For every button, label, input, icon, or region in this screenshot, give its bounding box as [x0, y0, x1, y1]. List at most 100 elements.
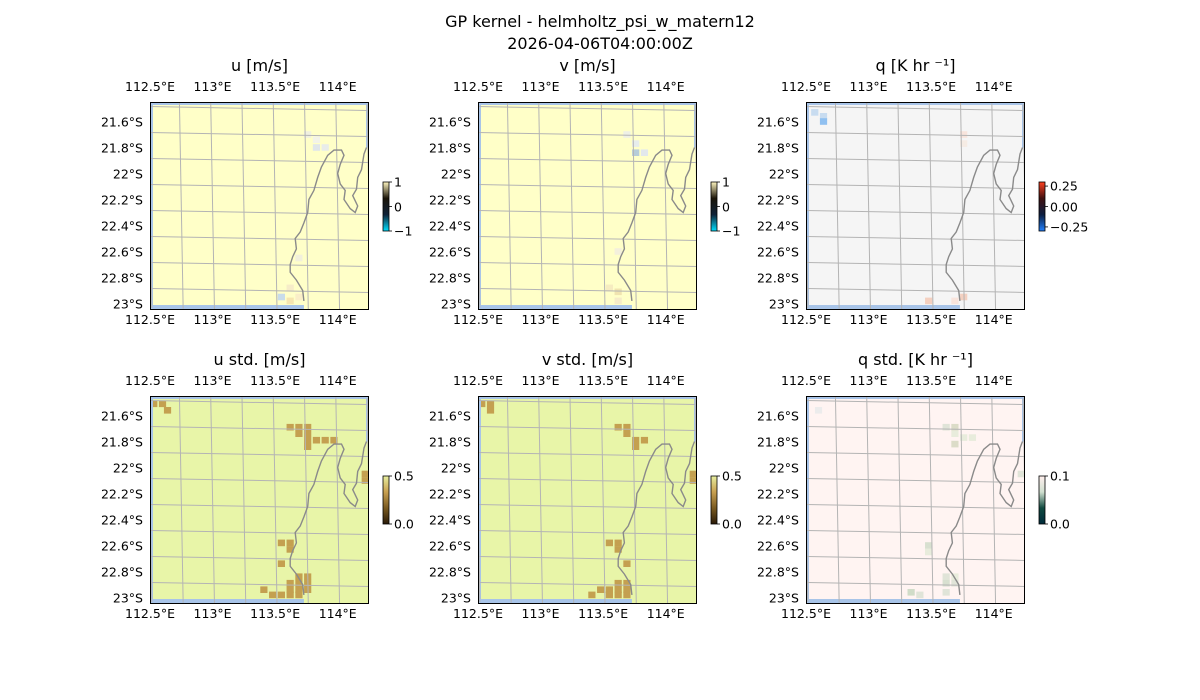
parallel-line	[806, 210, 1025, 215]
colorbar-tick-label: 0.0	[394, 516, 414, 532]
heatmap-cell	[304, 443, 312, 450]
field-background	[478, 102, 697, 310]
parallel-line	[151, 556, 369, 561]
meridian-line	[866, 102, 871, 310]
heatmap-cell	[951, 440, 959, 448]
parallel-line	[478, 478, 697, 483]
meridian-line	[991, 103, 997, 310]
parallel-line	[806, 132, 1024, 137]
meridian-line	[960, 396, 965, 604]
x-tick-label: 114°E	[646, 373, 685, 388]
x-tick-label: 113°E	[521, 79, 560, 94]
colorbar-tick-label: 0.00	[1050, 199, 1078, 214]
ocean-strip	[150, 102, 369, 105]
x-tick-label: 112.5°E	[453, 79, 503, 94]
meridian-line	[150, 470, 153, 603]
heatmap-cell	[819, 113, 828, 120]
colorbar	[1038, 475, 1048, 525]
heatmap-cell	[286, 591, 294, 599]
colorbar	[710, 475, 720, 525]
heatmap-cell	[942, 423, 950, 431]
heatmap-cell	[623, 131, 631, 138]
heatmap-cell	[277, 539, 285, 547]
ocean-strip	[478, 396, 481, 604]
x-tick-label: 113°E	[521, 312, 560, 327]
coastline	[617, 147, 696, 301]
y-tick-label: 22°S	[440, 166, 471, 181]
x-tick-label: 112.5°E	[125, 606, 175, 621]
y-tick-label: 21.6°S	[428, 408, 471, 423]
x-tick-label: 113.5°E	[906, 79, 957, 94]
x-tick-label: 112.5°E	[781, 312, 831, 327]
parallel-line	[806, 504, 1025, 509]
y-tick-label: 22.6°S	[756, 538, 799, 553]
meridian-line	[366, 103, 369, 236]
meridian-line	[304, 396, 309, 604]
meridian-line	[569, 396, 575, 604]
heatmap-cell	[312, 144, 321, 151]
ocean-strip	[478, 102, 697, 105]
heatmap-cell	[277, 591, 285, 599]
field-background	[478, 396, 697, 604]
axes-frame	[806, 396, 1025, 604]
meridian-line	[478, 470, 481, 603]
y-tick-label: 22.8°S	[756, 270, 799, 285]
parallel-line	[151, 582, 369, 587]
parallel-line	[478, 236, 697, 241]
y-tick-label: 23°S	[440, 590, 471, 605]
ocean-strip	[150, 396, 153, 604]
parallel-line	[478, 400, 696, 405]
axes-frame	[150, 396, 369, 604]
y-tick-label: 21.6°S	[100, 114, 143, 129]
heatmap-cell	[150, 400, 158, 408]
heatmap-cell	[605, 284, 613, 292]
meridian-line	[178, 102, 184, 309]
ocean-strip	[806, 102, 1025, 105]
x-tick-label: 114°E	[318, 606, 357, 621]
colorbar	[382, 181, 392, 232]
parallel-line	[478, 184, 697, 189]
y-tick-label: 21.6°S	[100, 408, 143, 423]
colorbar-tick-label: 0	[722, 199, 730, 214]
heatmap-cell	[819, 118, 828, 125]
parallel-line	[150, 530, 369, 535]
heatmap-cell	[277, 293, 285, 301]
heatmap-cell	[951, 297, 959, 305]
colorbar-tick-label: −1	[722, 223, 741, 239]
colorbar-tick-label: 0.0	[1050, 516, 1070, 532]
meridian-line	[150, 176, 153, 309]
x-tick-label: 114°E	[646, 79, 685, 94]
y-tick-label: 22.6°S	[100, 244, 143, 259]
y-tick-label: 22°S	[440, 460, 471, 475]
heatmap-cell	[597, 586, 605, 593]
y-tick-label: 21.8°S	[428, 434, 471, 449]
parallel-line	[151, 288, 369, 293]
heatmap-cell	[614, 579, 622, 587]
parallel-line	[150, 158, 369, 163]
parallel-line	[807, 556, 1025, 561]
x-tick-label: 112.5°E	[453, 606, 503, 621]
heatmap-cell	[321, 144, 329, 151]
x-tick-label: 114°E	[974, 79, 1013, 94]
x-tick-label: 114°E	[318, 312, 357, 327]
colorbar	[710, 181, 720, 232]
meridian-line	[663, 397, 669, 604]
parallel-line	[150, 400, 368, 405]
x-tick-label: 113.5°E	[578, 373, 629, 388]
ocean-strip	[478, 305, 632, 310]
heatmap-cell	[907, 589, 915, 596]
parallel-line	[150, 478, 369, 483]
y-tick-label: 22.8°S	[428, 270, 471, 285]
heatmap-cell	[304, 430, 312, 437]
y-tick-label: 23°S	[768, 296, 799, 311]
meridian-line	[991, 397, 997, 604]
heatmap-cell	[295, 293, 303, 301]
meridian-line	[806, 176, 809, 309]
heatmap-cell	[614, 539, 622, 547]
x-tick-label: 112.5°E	[781, 79, 831, 94]
heatmap-cell	[605, 539, 613, 547]
meridian-line	[272, 102, 278, 310]
heatmap-cell	[951, 579, 959, 587]
meridian-line	[632, 396, 637, 604]
heatmap-cell	[951, 573, 959, 580]
